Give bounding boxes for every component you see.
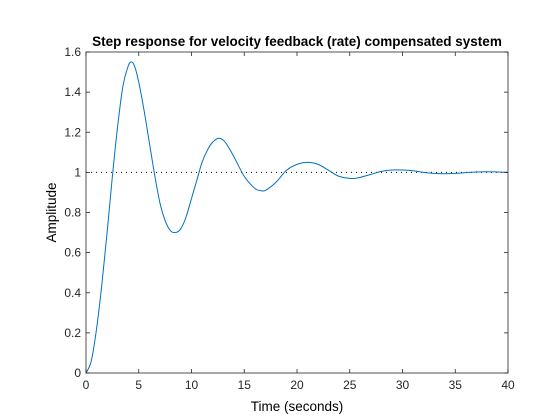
chart-title: Step response for velocity feedback (rat… — [92, 34, 502, 49]
x-tick-label: 5 — [135, 378, 142, 392]
x-tick-label: 30 — [396, 378, 410, 392]
plot-area — [86, 52, 508, 373]
x-tick-label: 20 — [290, 378, 304, 392]
y-tick-label: 0.2 — [64, 326, 81, 340]
x-tick-label: 35 — [449, 378, 463, 392]
y-tick-label: 0.6 — [64, 246, 81, 260]
y-tick-label: 0 — [74, 366, 81, 380]
x-tick-label: 10 — [185, 378, 199, 392]
y-tick-label: 1.4 — [64, 85, 81, 99]
step-response-line — [85, 61, 509, 374]
y-tick-label: 0.4 — [64, 286, 81, 300]
y-tick-label: 1.2 — [64, 125, 81, 139]
x-tick-label: 15 — [238, 378, 252, 392]
x-tick-label: 0 — [83, 378, 90, 392]
x-tick-label: 40 — [501, 378, 515, 392]
x-tick-label: 25 — [343, 378, 357, 392]
y-tick-label: 1.6 — [64, 45, 81, 59]
y-tick-label: 1 — [74, 165, 81, 179]
y-axis-label: Amplitude — [44, 182, 59, 242]
x-axis-label: Time (seconds) — [251, 399, 344, 414]
y-tick-label: 0.8 — [64, 206, 81, 220]
